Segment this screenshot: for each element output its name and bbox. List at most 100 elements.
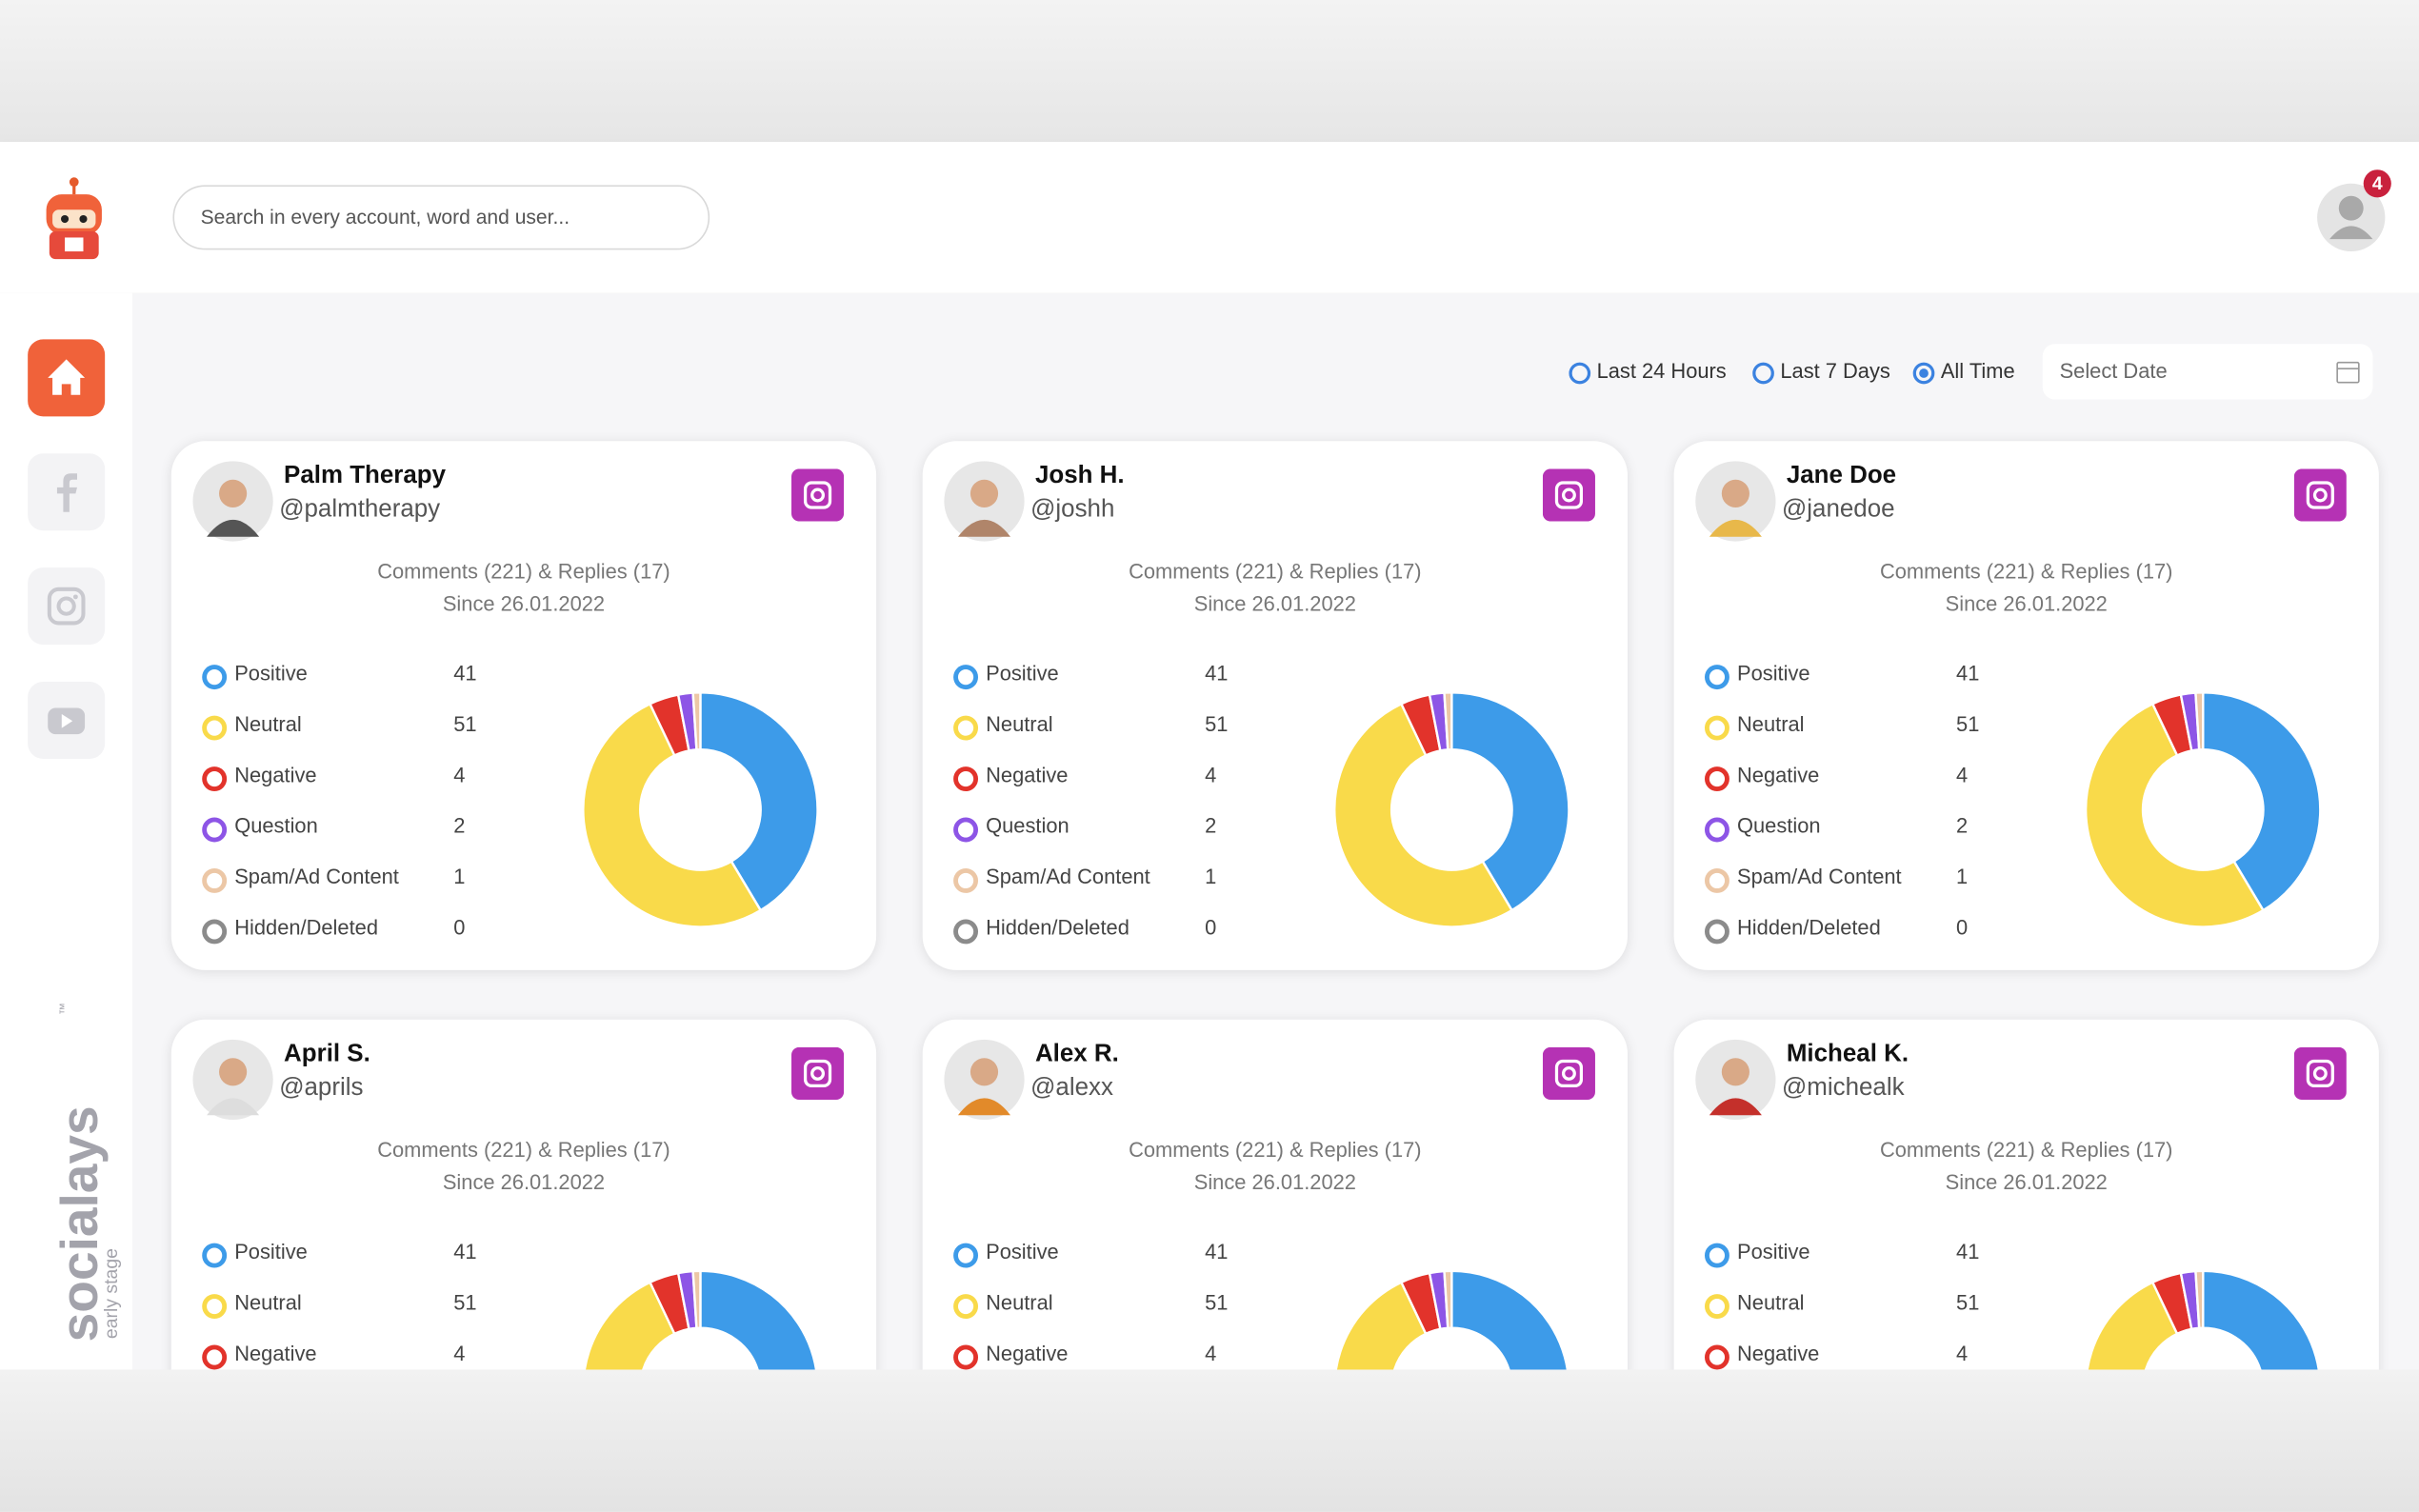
brand-stage: early stage [101,1248,122,1339]
legend-label: Negative [986,763,1069,787]
ig-lens [1561,487,1576,503]
radio [1569,362,1591,385]
avatar [944,461,1025,542]
instagram-icon[interactable] [1542,468,1595,522]
legend-dot [1704,1243,1729,1268]
legend-label: Question [986,814,1070,838]
avatar-head [970,1058,999,1086]
legend-dot [953,1344,979,1370]
donut-segment [2194,691,2205,751]
instagram-icon[interactable] [791,468,845,522]
nav-home[interactable] [28,339,106,417]
nav-instagram[interactable] [28,567,106,646]
ig-lens [810,487,825,503]
instagram-icon[interactable] [1542,1046,1595,1100]
account-card[interactable]: Jane Doe @janedoe Comments (221) & Replies… [1673,441,2379,970]
instagram-icon[interactable] [2293,468,2347,522]
brand: socialays ™ early stage [50,1003,122,1342]
account-name: Micheal K. [1786,1041,1909,1067]
donut-segment [691,1269,702,1330]
avatar-body [207,519,260,537]
legend-dot [202,919,228,945]
legend-dot [202,1294,228,1320]
account-card[interactable]: Alex R. @alexx Comments (221) & Replies (1… [922,1019,1628,1370]
brand-trademark: ™ [56,1003,70,1015]
user-avatar[interactable]: 4 [2314,167,2401,253]
legend-value: 0 [453,916,466,940]
legend-dot [953,1243,979,1268]
legend-dot [1704,665,1729,690]
legend-value: 1 [1205,865,1217,889]
legend-label: Hidden/Deleted [234,916,379,940]
legend-dot [953,868,979,893]
donut-segment [2202,691,2322,912]
filter-option[interactable]: Last 7 Days [1752,359,1890,385]
legend-dot [202,1243,228,1268]
ig-frame [1554,1059,1584,1088]
account-name: Josh H. [1034,462,1125,489]
legend-value: 0 [1205,916,1217,940]
donut-chart [2084,691,2322,928]
date-picker[interactable]: Select Date [2042,344,2373,400]
avatar-head [219,1058,248,1086]
filter-option[interactable]: All Time [1912,359,2015,385]
instagram-icon[interactable] [791,1046,845,1100]
ig-bg [1542,1046,1595,1100]
since: Since 26.01.2022 [442,592,606,616]
filter-option[interactable]: Last 24 Hours [1569,359,1727,385]
donut-chart [583,1269,818,1370]
avatar-body [207,1098,260,1116]
donut-segment [2084,702,2266,928]
legend-label: Question [1737,814,1821,838]
date-placeholder: Select Date [2059,359,2168,383]
ig-bg [791,468,845,522]
legend-dot [1704,817,1729,843]
legend-dot [202,715,228,741]
account-handle: @janedoe [1781,496,1895,524]
account-card[interactable]: April S. @aprils Comments (221) & Replies … [170,1019,877,1370]
nav-youtube[interactable] [28,681,106,759]
legend-dot [202,766,228,792]
summary: Comments (221) & Replies (17) [377,1138,670,1162]
account-name: April S. [284,1041,370,1067]
legend-label: Spam/Ad Content [234,865,399,889]
legend-value: 2 [1205,814,1217,838]
legend-value: 51 [1205,712,1229,736]
account-card[interactable]: Micheal K. @michealk Comments (221) & Repl… [1673,1019,2379,1370]
since: Since 26.01.2022 [442,1170,606,1194]
avatar-body [1709,519,1762,537]
legend-label: Positive [1737,661,1810,686]
legend-dot [202,665,228,690]
account-card[interactable]: Josh H. @joshh Comments (221) & Replies (1… [922,441,1628,970]
donut-segment [699,691,819,912]
search-input[interactable]: Search in every account, word and user..… [172,185,710,250]
nav-facebook[interactable] [28,453,106,531]
donut-chart [2086,1269,2321,1370]
main: Select Date Last 24 Hours Last 7 Days All … [132,292,2419,1370]
legend-value: 41 [1205,1240,1229,1263]
legend-label: Hidden/Deleted [986,916,1130,940]
legend-label: Negative [986,1342,1069,1365]
logo[interactable] [34,172,117,265]
ig-bg [2293,1046,2347,1100]
donut-segment [2086,1281,2179,1370]
avatar [944,1039,1025,1121]
ig-frame [2306,1059,2334,1088]
ig-frame [2306,481,2334,509]
avatar-body [1709,1098,1762,1116]
legend-value: 51 [1205,1290,1229,1315]
legend-value: 2 [453,814,466,838]
legend-value: 41 [1956,1240,1980,1263]
legend-dot [1704,919,1729,945]
summary: Comments (221) & Replies (17) [377,560,670,584]
ig-lens [1561,1065,1576,1081]
legend-value: 51 [453,1290,477,1315]
instagram-icon[interactable] [2293,1046,2347,1100]
ig-frame [1554,481,1584,509]
account-card[interactable]: Palm Therapy @palmtherapy Comments (221) &… [170,441,877,970]
legend-label: Negative [1737,1342,1820,1365]
legend-dot [1704,1294,1729,1320]
since: Since 26.01.2022 [1945,592,2108,616]
account-handle: @aprils [279,1075,364,1102]
